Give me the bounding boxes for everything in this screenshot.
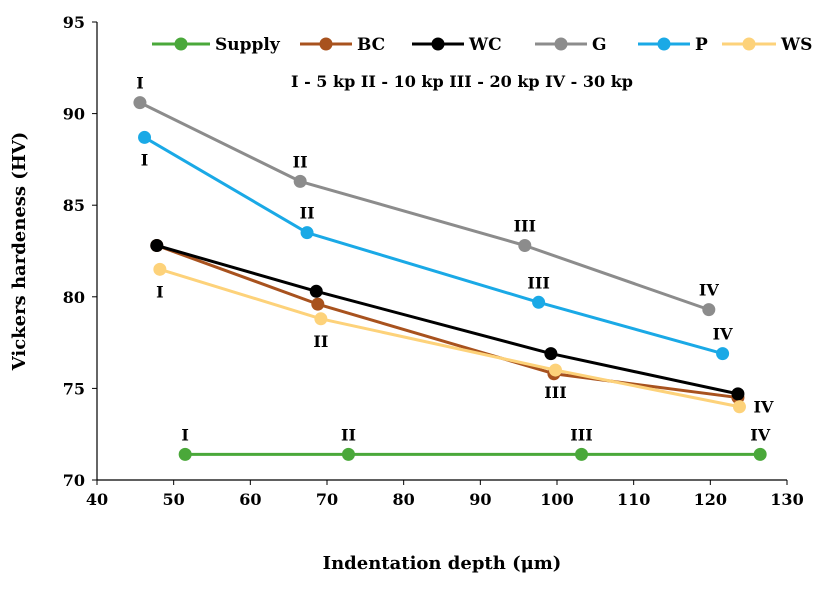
series-line: [156, 244, 739, 396]
legend-label: G: [592, 35, 607, 55]
legend-marker: [554, 37, 568, 51]
y-tick-label: 75: [63, 379, 85, 398]
data-point: [548, 363, 562, 377]
axes: [96, 22, 787, 481]
legend-label: BC: [357, 35, 385, 55]
data-point: [753, 447, 767, 461]
x-tick-label: 70: [316, 490, 338, 509]
data-point: [544, 347, 558, 361]
data-point: [532, 295, 546, 309]
data-point: [300, 226, 314, 240]
series-bc: [150, 239, 745, 405]
series-supply: I II III IV: [178, 425, 771, 461]
x-tick-label: 60: [239, 490, 261, 509]
point-label: III: [514, 217, 536, 236]
data-point: [702, 303, 716, 317]
point-label: III: [527, 273, 549, 292]
data-point: [133, 96, 147, 110]
x-tick-label: 40: [86, 490, 108, 509]
data-point: [518, 239, 532, 253]
legend-item-supply: Supply: [152, 35, 281, 55]
y-tick-label: 85: [63, 196, 85, 215]
point-label: II: [313, 332, 328, 351]
y-tick-label: 95: [63, 13, 85, 32]
legend-label: P: [695, 35, 708, 55]
data-point: [575, 447, 589, 461]
point-label: II: [293, 152, 308, 171]
legend-marker: [319, 37, 333, 51]
point-label: IV: [713, 325, 733, 344]
data-point: [341, 447, 355, 461]
series-line: [159, 267, 740, 409]
data-point: [732, 400, 746, 414]
point-label: II: [300, 204, 315, 223]
x-tick-label: 50: [163, 490, 185, 509]
x-tick-label: 130: [770, 490, 803, 509]
series-line: [143, 136, 724, 356]
legend-marker: [742, 37, 756, 51]
point-label: I: [136, 74, 143, 93]
point-label: I: [181, 425, 188, 444]
legend-marker: [657, 37, 671, 51]
legend-item-p: P: [638, 35, 708, 55]
y-tick-labels: 70 75 80 85 90 95: [63, 13, 97, 490]
data-point: [309, 284, 323, 298]
x-tick-label: 80: [393, 490, 415, 509]
point-label: III: [544, 383, 566, 402]
legend: Supply BC WC G P WS: [152, 35, 812, 55]
legend-marker: [431, 37, 445, 51]
point-label: I: [156, 282, 163, 301]
legend-marker: [174, 37, 188, 51]
y-axis-title: Vickers hardeness (HV): [9, 132, 30, 372]
series-line: [139, 101, 710, 312]
legend-item-ws: WS: [722, 35, 812, 55]
point-label: IV: [753, 398, 773, 417]
data-point: [311, 297, 325, 311]
data-point: [293, 174, 307, 188]
data-point: [150, 239, 164, 253]
point-label: III: [570, 425, 592, 444]
series-wc: [150, 239, 745, 401]
legend-item-g: G: [535, 35, 607, 55]
data-point: [178, 447, 192, 461]
x-tick-label: 110: [617, 490, 650, 509]
point-label: I: [141, 150, 148, 169]
y-tick-label: 80: [63, 288, 85, 307]
x-tick-label: 100: [540, 490, 573, 509]
point-label: IV: [699, 281, 719, 300]
legend-label: WS: [780, 35, 812, 55]
legend-label: WC: [468, 35, 502, 55]
y-tick-label: 90: [63, 105, 85, 124]
legend-item-wc: WC: [412, 35, 502, 55]
point-label: II: [341, 425, 356, 444]
series-line: [156, 244, 739, 400]
data-point: [153, 262, 167, 276]
data-point: [138, 130, 152, 144]
x-axis-title: Indentation depth (μm): [323, 553, 562, 574]
legend-label: Supply: [215, 35, 281, 55]
point-label: IV: [750, 425, 770, 444]
data-point: [716, 347, 730, 361]
x-tick-label: 90: [469, 490, 491, 509]
load-legend-note: I - 5 kp II - 10 kp III - 20 kp IV - 30 …: [291, 72, 633, 91]
x-tick-label: 120: [694, 490, 727, 509]
data-point: [731, 387, 745, 401]
data-point: [314, 312, 328, 326]
legend-item-bc: BC: [300, 35, 385, 55]
y-tick-label: 70: [63, 471, 85, 490]
x-tick-labels: 40 50 60 70 80 90 100 110 120 130: [86, 480, 804, 509]
